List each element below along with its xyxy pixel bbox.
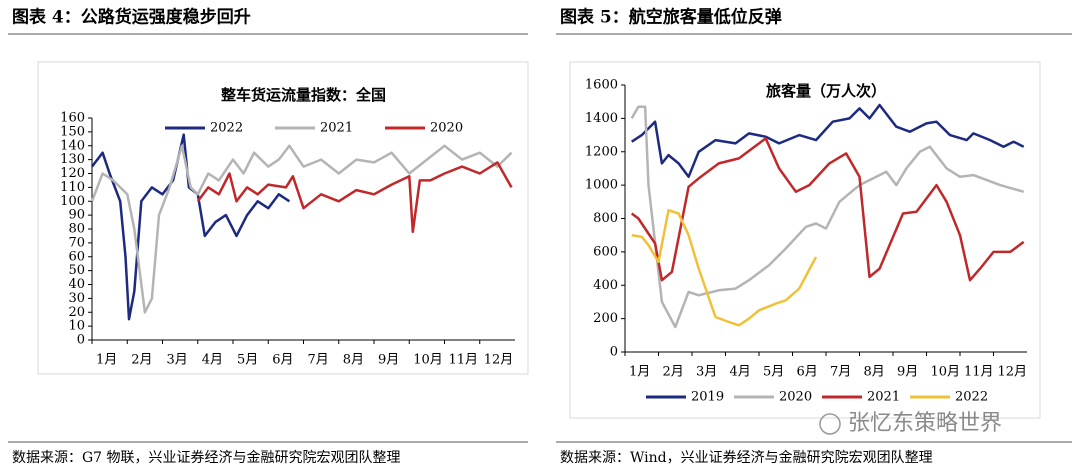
y-tick-label: 60 [68, 249, 85, 264]
y-tick-label: 1000 [585, 178, 618, 193]
series-line [196, 161, 513, 234]
y-tick-label: 140 [60, 138, 85, 153]
chart-frame [569, 61, 1041, 419]
y-tick-label: 1600 [585, 78, 618, 93]
x-tick-label: 12月 [998, 365, 1028, 380]
y-tick-label: 160 [60, 111, 85, 126]
x-tick-label: 6月 [797, 365, 818, 380]
y-tick-label: 0 [610, 345, 618, 360]
y-tick-label: 10 [68, 319, 85, 334]
source-note: 数据来源：G7 物联，兴业证券经济与金融研究院宏观团队整理 [12, 450, 401, 466]
chart-title: 旅客量（万人次） [766, 82, 886, 100]
x-tick-label: 7月 [308, 353, 329, 368]
y-tick-label: 130 [60, 152, 85, 167]
y-tick-label: 80 [68, 222, 85, 237]
x-tick-label: 4月 [730, 365, 751, 380]
series-line [630, 105, 1025, 329]
series-line [91, 133, 291, 321]
watermark-icon [819, 413, 841, 435]
x-tick-label: 10月 [931, 365, 961, 380]
watermark: 张忆东策略世界 [848, 411, 1002, 436]
x-tick-label: 7月 [830, 365, 851, 380]
x-tick-label: 6月 [272, 353, 293, 368]
y-tick-label: 0 [77, 333, 85, 348]
x-tick-label: 11月 [449, 353, 479, 368]
y-tick-label: 40 [68, 277, 85, 292]
x-tick-label: 4月 [202, 353, 223, 368]
x-tick-label: 1月 [629, 365, 650, 380]
figure-caption: 图表 4：公路货运强度稳步回升 [12, 7, 251, 28]
y-tick-label: 1200 [585, 144, 618, 159]
legend-label: 2020 [430, 121, 463, 136]
legend-label: 2019 [691, 390, 724, 405]
legend-label: 2022 [210, 121, 243, 136]
y-tick-label: 1400 [585, 111, 618, 126]
chart-frame [37, 61, 529, 375]
y-tick-label: 150 [60, 124, 85, 139]
x-tick-label: 11月 [964, 365, 994, 380]
chart-title: 整车货运流量指数：全国 [221, 86, 386, 104]
legend-label: 2020 [779, 390, 812, 405]
figure-caption: 图表 5：航空旅客量低位反弹 [560, 7, 782, 28]
y-tick-label: 800 [593, 211, 618, 226]
series-line [631, 208, 818, 327]
x-tick-label: 9月 [378, 353, 399, 368]
y-tick-label: 70 [68, 235, 85, 250]
x-tick-label: 12月 [484, 353, 514, 368]
y-tick-label: 20 [68, 305, 85, 320]
series-line [631, 103, 1025, 179]
x-tick-label: 9月 [897, 365, 918, 380]
x-tick-label: 10月 [413, 353, 443, 368]
series-line [90, 144, 513, 314]
x-tick-label: 2月 [663, 365, 684, 380]
y-tick-label: 400 [593, 278, 618, 293]
x-tick-label: 8月 [864, 365, 885, 380]
y-tick-label: 30 [68, 291, 85, 306]
x-tick-label: 3月 [696, 365, 717, 380]
x-tick-label: 2月 [131, 353, 152, 368]
x-tick-label: 5月 [237, 353, 258, 368]
y-tick-label: 100 [60, 194, 85, 209]
source-note: 数据来源：Wind，兴业证券经济与金融研究院宏观团队整理 [560, 450, 933, 466]
y-tick-label: 200 [593, 311, 618, 326]
x-tick-label: 8月 [343, 353, 364, 368]
legend-label: 2021 [867, 390, 900, 405]
legend-label: 2022 [955, 390, 988, 405]
y-tick-label: 50 [68, 263, 85, 278]
x-tick-label: 5月 [763, 365, 784, 380]
y-tick-label: 90 [68, 208, 85, 223]
x-tick-label: 3月 [167, 353, 188, 368]
y-tick-label: 110 [60, 180, 85, 195]
x-tick-label: 1月 [96, 353, 117, 368]
y-tick-label: 600 [593, 244, 618, 259]
legend-label: 2021 [320, 121, 353, 136]
y-tick-label: 120 [60, 166, 85, 181]
series-line [630, 137, 1025, 282]
